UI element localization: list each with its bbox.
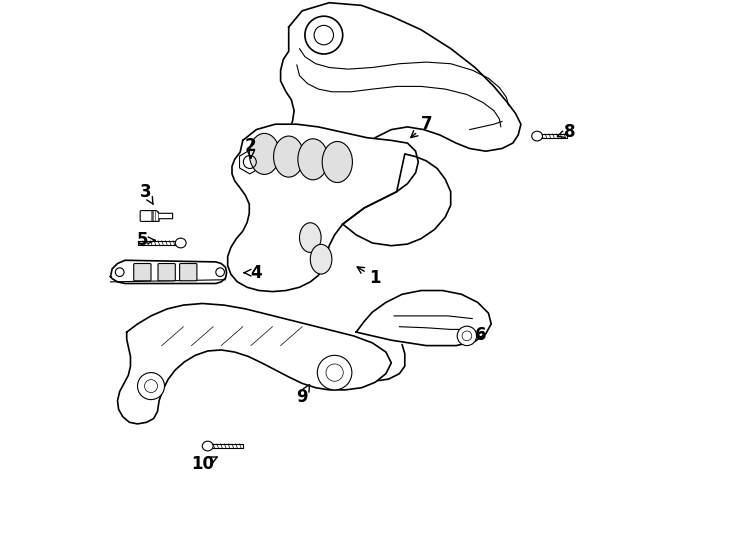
- Polygon shape: [111, 260, 227, 284]
- Circle shape: [216, 268, 225, 276]
- Ellipse shape: [274, 136, 304, 177]
- Polygon shape: [356, 291, 491, 346]
- Polygon shape: [239, 150, 260, 174]
- FancyBboxPatch shape: [158, 264, 175, 281]
- Text: 2: 2: [245, 137, 257, 158]
- Polygon shape: [211, 444, 243, 448]
- Polygon shape: [117, 303, 391, 424]
- Text: 10: 10: [191, 455, 217, 474]
- FancyBboxPatch shape: [134, 264, 151, 281]
- FancyBboxPatch shape: [140, 211, 152, 221]
- Polygon shape: [137, 241, 178, 245]
- Text: 7: 7: [411, 115, 432, 138]
- Ellipse shape: [175, 238, 186, 248]
- Ellipse shape: [203, 441, 213, 451]
- Polygon shape: [343, 154, 451, 246]
- Circle shape: [317, 355, 352, 390]
- Ellipse shape: [299, 222, 321, 253]
- Polygon shape: [228, 124, 418, 292]
- Text: 5: 5: [137, 231, 155, 249]
- Text: 9: 9: [297, 384, 310, 406]
- Text: 6: 6: [475, 326, 486, 344]
- Text: 8: 8: [557, 123, 575, 141]
- Ellipse shape: [298, 139, 328, 180]
- Ellipse shape: [531, 131, 542, 141]
- Circle shape: [137, 373, 164, 400]
- Polygon shape: [280, 3, 521, 181]
- Text: 3: 3: [139, 183, 153, 204]
- Ellipse shape: [310, 244, 332, 274]
- Text: 4: 4: [244, 264, 262, 282]
- Circle shape: [457, 326, 476, 346]
- Polygon shape: [145, 211, 172, 221]
- Text: 1: 1: [357, 267, 381, 287]
- FancyBboxPatch shape: [180, 264, 197, 281]
- Ellipse shape: [250, 133, 280, 174]
- Circle shape: [305, 16, 343, 54]
- Circle shape: [115, 268, 124, 276]
- Ellipse shape: [322, 141, 352, 183]
- Polygon shape: [539, 134, 567, 138]
